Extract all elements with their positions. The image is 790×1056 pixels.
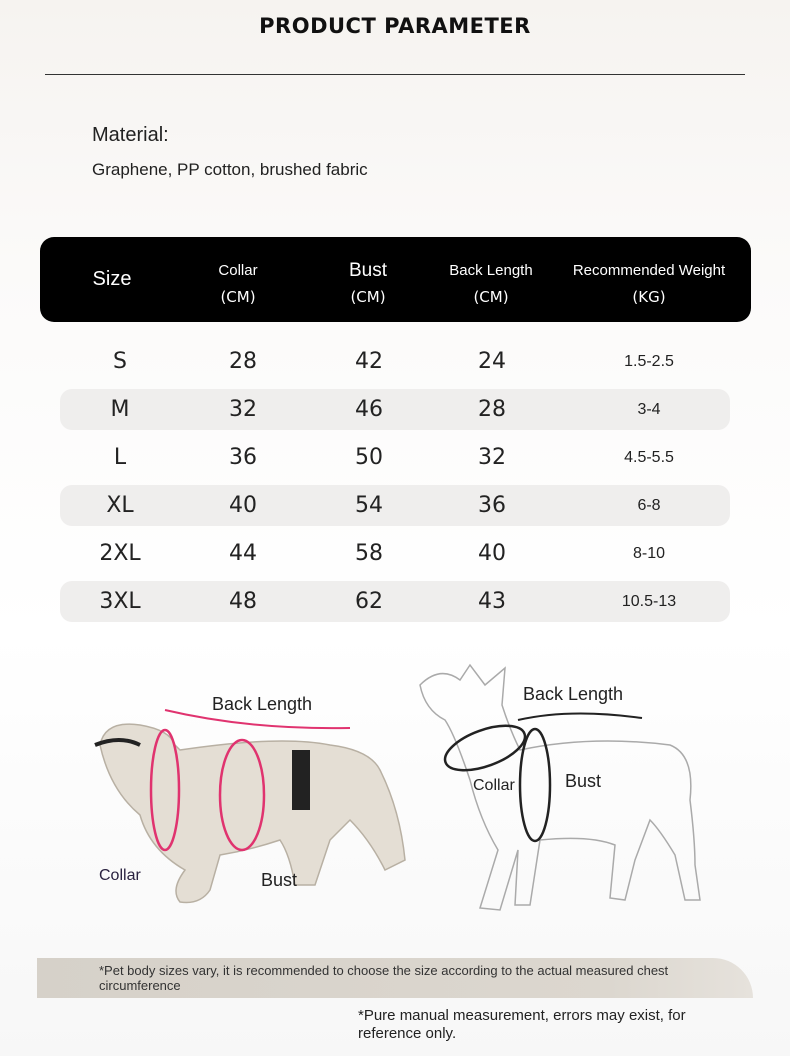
left-bust-label: Bust [261, 870, 298, 890]
table-cell: 28 [229, 349, 257, 374]
header-size: Size [92, 268, 132, 290]
table-row: XL 40 54 36 6-8 [60, 485, 730, 526]
divider [45, 74, 745, 75]
header-collar-name: Collar [218, 262, 258, 279]
header-back-length-unit: (CM) [473, 288, 509, 306]
table-cell: 36 [478, 493, 506, 518]
table-cell: 1.5-2.5 [624, 353, 674, 370]
collar-ring-right [443, 724, 527, 772]
table-cell: M [110, 397, 130, 422]
dog-shape [419, 663, 701, 911]
coat-shape [99, 723, 406, 904]
table-row: M 32 46 28 3-4 [60, 389, 730, 430]
measurement-note: *Pure manual measurement, errors may exi… [358, 1007, 686, 1042]
table-cell: 10.5-13 [621, 593, 677, 610]
table-cell: L [113, 445, 127, 470]
material-label: Material: [92, 124, 169, 146]
right-back-length-label: Back Length [523, 684, 624, 704]
bust-ring-right [518, 727, 552, 843]
header-collar-unit: (CM) [220, 288, 256, 306]
table-row: S 28 42 24 1.5-2.5 [60, 341, 730, 382]
table-cell: 36 [229, 445, 257, 470]
table-cell: 32 [478, 445, 506, 470]
page-title: PRODUCT PARAMETER [259, 14, 531, 38]
left-collar-label: Collar [99, 867, 141, 884]
header-weight-name: Recommended Weight [572, 262, 726, 279]
table-cell: 6-8 [637, 497, 661, 514]
table-row: 3XL 48 62 43 10.5-13 [60, 581, 730, 622]
table-cell: 8-10 [632, 545, 666, 562]
collar-ring [149, 728, 181, 852]
table-cell: 2XL [99, 541, 141, 566]
back-length-line [164, 709, 351, 730]
table-cell: 3XL [99, 589, 141, 614]
note-band [37, 958, 753, 998]
table-cell: 28 [478, 397, 506, 422]
back-length-line-right [517, 712, 643, 721]
table-cell: XL [106, 493, 134, 518]
right-bust-label: Bust [565, 771, 602, 791]
header-bust-unit: (CM) [350, 288, 386, 306]
table-cell: 3-4 [637, 401, 661, 418]
table-cell: 46 [355, 397, 383, 422]
header-weight-unit: (KG) [632, 288, 666, 306]
right-collar-label: Collar [473, 777, 515, 794]
table-cell: 54 [355, 493, 383, 518]
table-cell: 50 [355, 445, 383, 470]
table-cell: 24 [478, 349, 506, 374]
table-cell: 62 [355, 589, 383, 614]
table-row: 2XL 44 58 40 8-10 [60, 533, 730, 574]
left-back-length-label: Back Length [212, 694, 313, 714]
dog-outline-diagram [419, 663, 701, 911]
coat-collar-trim [94, 738, 141, 747]
table-header: Size Collar (CM) Bust (CM) Back Length (… [40, 237, 751, 322]
material-value: Graphene, PP cotton, brushed fabric [92, 160, 368, 179]
table-cell: 42 [355, 349, 383, 374]
table-cell: 44 [229, 541, 257, 566]
table-cell: 32 [229, 397, 257, 422]
table-cell: 4.5-5.5 [624, 449, 674, 466]
header-bust-name: Bust [348, 260, 388, 281]
table-cell: S [113, 349, 127, 374]
table-row: L 36 50 32 4.5-5.5 [60, 437, 730, 478]
header-bust: Bust (CM) [313, 258, 423, 310]
size-note: *Pet body sizes vary, it is recommended … [99, 963, 669, 993]
table-cell: 40 [229, 493, 257, 518]
table-cell: 40 [478, 541, 506, 566]
bust-ring [218, 738, 266, 852]
coat-strap [292, 750, 310, 810]
header-back-length: Back Length (CM) [430, 258, 552, 310]
header-weight: Recommended Weight (KG) [559, 258, 739, 310]
header-collar: Collar (CM) [183, 258, 293, 310]
coat-diagram [94, 709, 406, 904]
table-cell: 58 [355, 541, 383, 566]
table-cell: 48 [229, 589, 257, 614]
table-cell: 43 [478, 589, 506, 614]
header-back-length-name: Back Length [449, 262, 533, 279]
